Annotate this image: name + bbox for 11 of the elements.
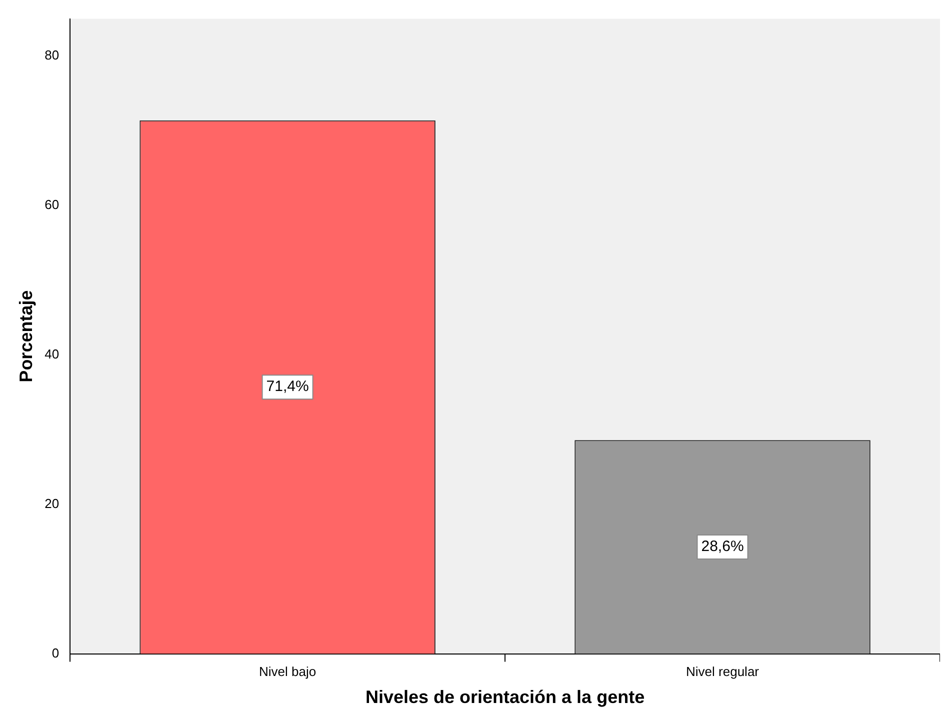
data-label: 28,6% <box>701 538 744 556</box>
y-tick-label: 60 <box>44 197 60 212</box>
x-axis-title: Niveles de orientación a la gente <box>365 687 645 708</box>
x-tick-label: Nivel bajo <box>259 664 316 680</box>
y-axis-title: Porcentaje <box>16 290 36 382</box>
data-label: 71,4% <box>266 378 309 396</box>
x-tick-label: Nivel regular <box>686 664 760 680</box>
y-tick-label: 80 <box>44 48 60 63</box>
y-tick-label: 0 <box>52 645 60 660</box>
y-tick-label: 40 <box>44 346 60 362</box>
y-tick-label: 20 <box>44 496 60 511</box>
